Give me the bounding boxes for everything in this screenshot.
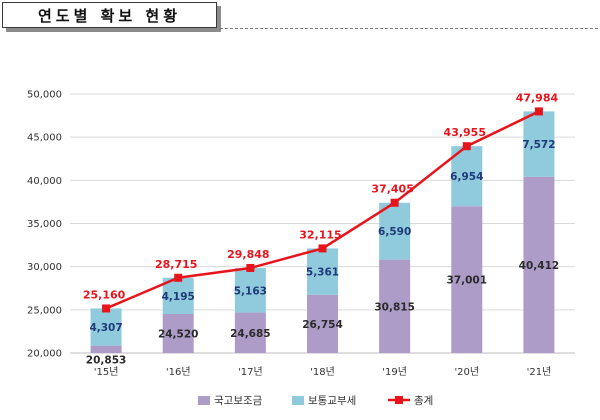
total-marker <box>391 199 399 207</box>
data-label: 26,754 <box>302 319 343 331</box>
total-marker <box>174 274 182 282</box>
legend-label: 총계 <box>414 395 433 407</box>
total-marker <box>463 142 471 150</box>
total-label: 29,848 <box>227 248 269 261</box>
total-marker <box>319 244 327 252</box>
stacked-bar-line-chart: 20,000 25,000 30,000 35,000 40,000 45,000 50,0… <box>0 0 600 420</box>
total-label: 37,405 <box>371 183 413 196</box>
y-tick-label: 35,000 <box>27 219 62 230</box>
data-label: 20,853 <box>86 355 127 367</box>
data-label: 7,572 <box>522 139 555 151</box>
x-tick-label: '20년 <box>454 366 479 378</box>
total-label: 25,160 <box>83 288 126 301</box>
y-tick-label: 50,000 <box>27 90 62 101</box>
y-tick-label: 45,000 <box>27 133 62 144</box>
legend-swatch <box>198 396 210 405</box>
x-tick-label: '17년 <box>238 366 263 378</box>
data-label: 37,001 <box>447 275 488 287</box>
data-label: 6,954 <box>450 171 483 183</box>
legend-swatch <box>292 396 304 405</box>
data-label: 4,307 <box>89 322 122 334</box>
y-tick-label: 25,000 <box>27 305 62 316</box>
data-label: 24,685 <box>230 328 271 340</box>
total-label: 32,115 <box>299 228 341 241</box>
total-marker <box>102 304 110 312</box>
x-tick-label: '15년 <box>94 366 119 378</box>
total-label: 28,715 <box>155 258 197 271</box>
bar-segment-national-subsidy <box>91 346 122 353</box>
data-label: 24,520 <box>158 328 199 340</box>
y-tick-label: 40,000 <box>27 176 62 187</box>
legend-marker <box>395 396 403 404</box>
y-tick-label: 30,000 <box>27 262 62 273</box>
legend-label: 보통교부세 <box>308 395 356 407</box>
y-tick-label: 20,000 <box>27 349 62 360</box>
x-tick-label: '19년 <box>382 366 407 378</box>
data-label: 5,361 <box>306 267 339 279</box>
total-marker <box>535 107 543 115</box>
total-label: 43,955 <box>444 126 486 139</box>
data-label: 40,412 <box>519 260 560 272</box>
data-label: 4,195 <box>162 291 195 303</box>
data-label: 5,163 <box>234 285 267 297</box>
x-tick-label: '21년 <box>527 366 552 378</box>
total-marker <box>246 264 254 272</box>
x-tick-label: '16년 <box>166 366 191 378</box>
legend-label: 국고보조금 <box>214 395 263 407</box>
data-label: 30,815 <box>374 301 415 313</box>
total-label: 47,984 <box>516 91 559 104</box>
data-label: 6,590 <box>378 226 411 238</box>
x-tick-label: '18년 <box>310 366 335 378</box>
